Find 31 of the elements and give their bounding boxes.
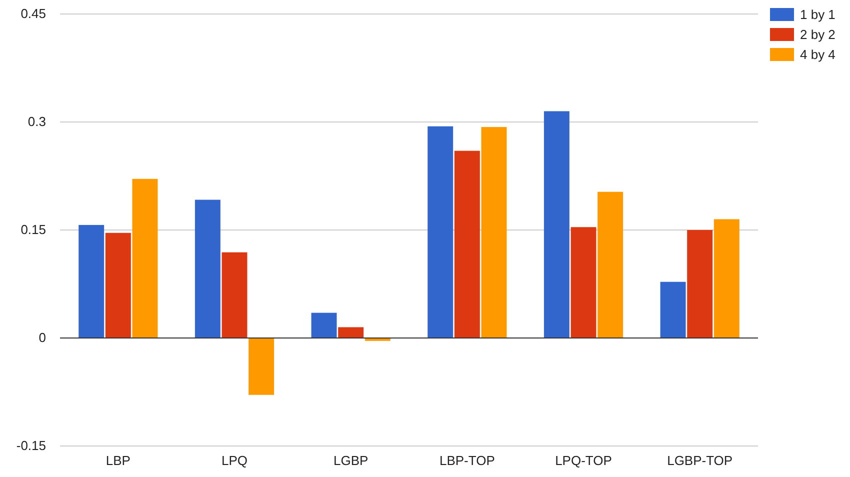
bar (194, 200, 220, 338)
legend-label: 4 by 4 (800, 47, 836, 62)
x-tick-label: LPQ (221, 453, 248, 468)
y-tick-label: 0.15 (20, 222, 46, 238)
bar (428, 126, 454, 338)
x-tick-label: LGBP-TOP (667, 453, 733, 468)
bar (132, 178, 158, 338)
bar (687, 230, 713, 338)
bar (570, 227, 596, 338)
bar (248, 338, 274, 395)
legend-label: 2 by 2 (800, 27, 836, 42)
bar (105, 232, 131, 338)
x-tick-label: LGBP (333, 453, 368, 468)
x-tick-label: LBP (106, 453, 130, 468)
bar (338, 327, 364, 338)
bar (714, 219, 740, 338)
bar (481, 127, 507, 338)
bar (78, 224, 104, 338)
bar (311, 312, 337, 338)
bar (454, 150, 480, 338)
y-tick-label: -0.15 (16, 438, 46, 454)
x-tick-label: LBP-TOP (439, 453, 495, 468)
legend-label: 1 by 1 (800, 7, 836, 22)
y-tick-label: 0.3 (28, 114, 46, 130)
bar (598, 192, 624, 338)
bar (222, 252, 248, 338)
x-tick-label: LPQ-TOP (555, 453, 612, 468)
y-tick-label: 0 (38, 330, 46, 346)
bar (660, 282, 686, 338)
bar (544, 111, 570, 338)
y-tick-label: 0.45 (20, 6, 46, 22)
